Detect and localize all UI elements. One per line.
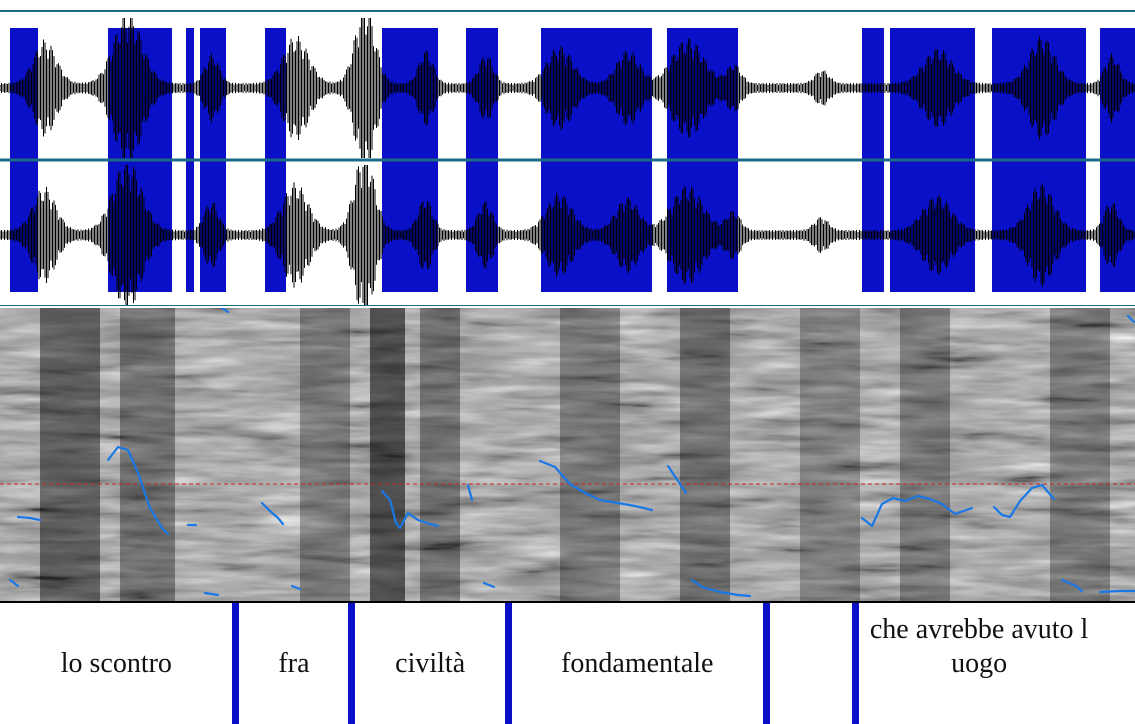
pitch-contour-segment (1060, 578, 1084, 593)
annotation-tier[interactable]: lo scontro fra civiltà fondamentale che avre… (0, 601, 1135, 724)
pitch-contour-segment (220, 308, 230, 314)
pitch-contour (8, 308, 1135, 598)
pitch-contour-segment (106, 445, 170, 536)
spectrogram-texture (0, 308, 1135, 601)
interval-boundary[interactable] (762, 603, 770, 724)
interval-label[interactable]: fra (278, 647, 310, 679)
spectrogram-band (560, 308, 620, 601)
waveform-channel-2 (0, 165, 1135, 305)
spectrogram-dark-bands (40, 308, 1110, 601)
interval-boundary[interactable] (852, 603, 860, 724)
pitch-contour-segment (203, 591, 220, 597)
spectrogram-band (900, 308, 950, 601)
pitch-contour-segment (482, 581, 496, 589)
pitch-contour-segment (1126, 314, 1135, 324)
spectrogram-band (370, 308, 405, 601)
pitch-contour-segment (690, 578, 752, 598)
spectrogram-band (1050, 308, 1110, 601)
interval-label[interactable]: lo scontro (60, 647, 172, 679)
pitch-contour-segment (290, 584, 302, 591)
spectrogram-band (40, 308, 100, 601)
interval-label[interactable]: che avrebbe avuto l uogo (869, 614, 1089, 679)
pitch-contour-segment (466, 483, 474, 502)
interval-label[interactable]: civiltà (395, 647, 466, 679)
pitch-contour-segment (16, 515, 42, 522)
spectrogram-panel[interactable] (0, 308, 1135, 601)
pitch-contour-segment (860, 494, 974, 528)
spectrogram-band (300, 308, 350, 601)
pitch-contour-segment (992, 483, 1056, 519)
waveform-panel[interactable] (0, 0, 1135, 306)
pitch-contour-segment (8, 578, 20, 588)
pitch-contour-segment (1098, 589, 1135, 594)
pitch-contour-segment (538, 459, 654, 512)
waveform-traces (0, 18, 1135, 305)
spectrogram-band (800, 308, 860, 601)
interval-boundary[interactable] (504, 603, 512, 724)
pitch-contour-segment (380, 489, 440, 530)
interval-boundary[interactable] (348, 603, 356, 724)
pitch-contour-segment (260, 501, 285, 526)
spectrogram-band (680, 308, 730, 601)
spectrogram-band (120, 308, 175, 601)
interval-label[interactable]: fondamentale (561, 647, 714, 679)
waveform-channel-1 (0, 18, 1135, 158)
interval-boundary[interactable] (232, 603, 240, 724)
interval-label[interactable] (770, 603, 853, 724)
pitch-contour-segment (666, 464, 688, 495)
spectrogram-band (420, 308, 460, 601)
